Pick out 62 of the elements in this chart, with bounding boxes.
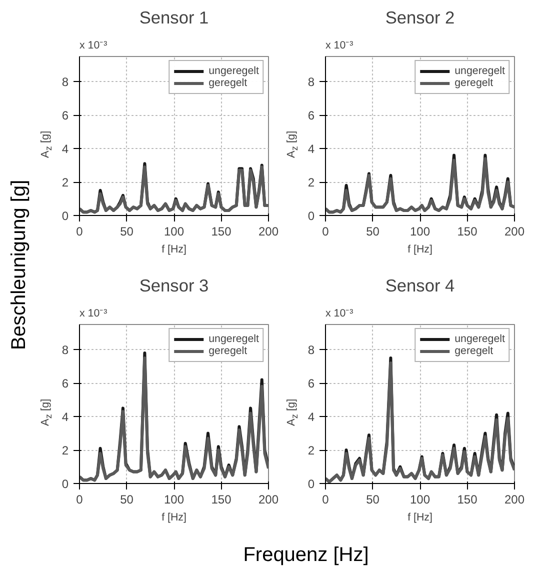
x-tick-label: 200 [258, 492, 279, 506]
y-tick-label: 0 [308, 477, 315, 491]
y-tick-label: 4 [62, 410, 69, 424]
text: Frequenz [Hz] [243, 543, 369, 568]
legend-label: geregelt [454, 77, 494, 89]
x-axis-title: f [Hz] [408, 512, 432, 524]
x-tick-label: 100 [410, 224, 430, 238]
x-tick-label: 100 [410, 492, 430, 506]
y-tick-label: 6 [308, 108, 315, 123]
x-tick-label: 0 [322, 492, 330, 506]
chart-title: Sensor 1 [139, 8, 209, 28]
text: x 10⁻³ [326, 40, 354, 52]
y-tick-label: 2 [62, 176, 69, 190]
y-tick-label: 8 [308, 75, 315, 90]
x-tick-label: 50 [120, 492, 134, 506]
x-tick-label: 100 [164, 492, 184, 506]
legend-label: geregelt [454, 345, 494, 357]
x-tick-label: 150 [457, 492, 478, 506]
y-tick-label: 4 [308, 410, 315, 424]
legend-label: ungeregelt [454, 65, 505, 77]
y-tick-label: 0 [62, 209, 69, 223]
y-tick-label: 8 [62, 75, 69, 90]
text: x 10⁻³ [80, 308, 108, 320]
x-tick-label: 150 [211, 224, 232, 238]
y-tick-label: 6 [308, 376, 315, 391]
x-tick-label: 200 [504, 224, 525, 238]
chart-title: Sensor 4 [385, 276, 456, 296]
x-tick-label: 100 [164, 224, 184, 238]
text: x 10⁻³ [80, 40, 108, 52]
y-tick-label: 2 [308, 444, 315, 458]
y-tick-label: 8 [62, 343, 69, 358]
x-tick-label: 150 [457, 224, 478, 238]
x-tick-label: 50 [366, 224, 380, 238]
chart-title: Sensor 2 [385, 8, 455, 28]
x-tick-label: 150 [211, 492, 232, 506]
y-tick-label: 0 [308, 209, 315, 223]
y-tick-label: 2 [62, 444, 69, 458]
legend-label: ungeregelt [208, 65, 259, 77]
x-tick-label: 0 [76, 492, 84, 506]
x-axis-title: f [Hz] [408, 244, 432, 256]
x-tick-label: 200 [504, 492, 525, 506]
legend-label: ungeregelt [454, 333, 505, 345]
legend-label: geregelt [208, 77, 248, 89]
legend-label: geregelt [208, 345, 248, 357]
y-tick-label: 6 [62, 108, 69, 123]
x-axis-title: f [Hz] [162, 244, 186, 256]
y-tick-label: 4 [62, 142, 69, 156]
legend-label: ungeregelt [208, 333, 259, 345]
x-tick-label: 200 [258, 224, 279, 238]
y-tick-label: 2 [308, 176, 315, 190]
y-tick-label: 4 [308, 142, 315, 156]
y-tick-label: 6 [62, 376, 69, 391]
y-tick-label: 0 [62, 477, 69, 491]
x-tick-label: 0 [322, 224, 330, 238]
x-tick-label: 0 [76, 224, 84, 238]
x-axis-title: f [Hz] [162, 512, 186, 524]
x-tick-label: 50 [120, 224, 134, 238]
x-tick-label: 50 [366, 492, 380, 506]
text: Beschleunigung [g] [7, 180, 31, 350]
text: x 10⁻³ [326, 308, 354, 320]
y-tick-label: 8 [308, 343, 315, 358]
chart-title: Sensor 3 [139, 276, 209, 296]
